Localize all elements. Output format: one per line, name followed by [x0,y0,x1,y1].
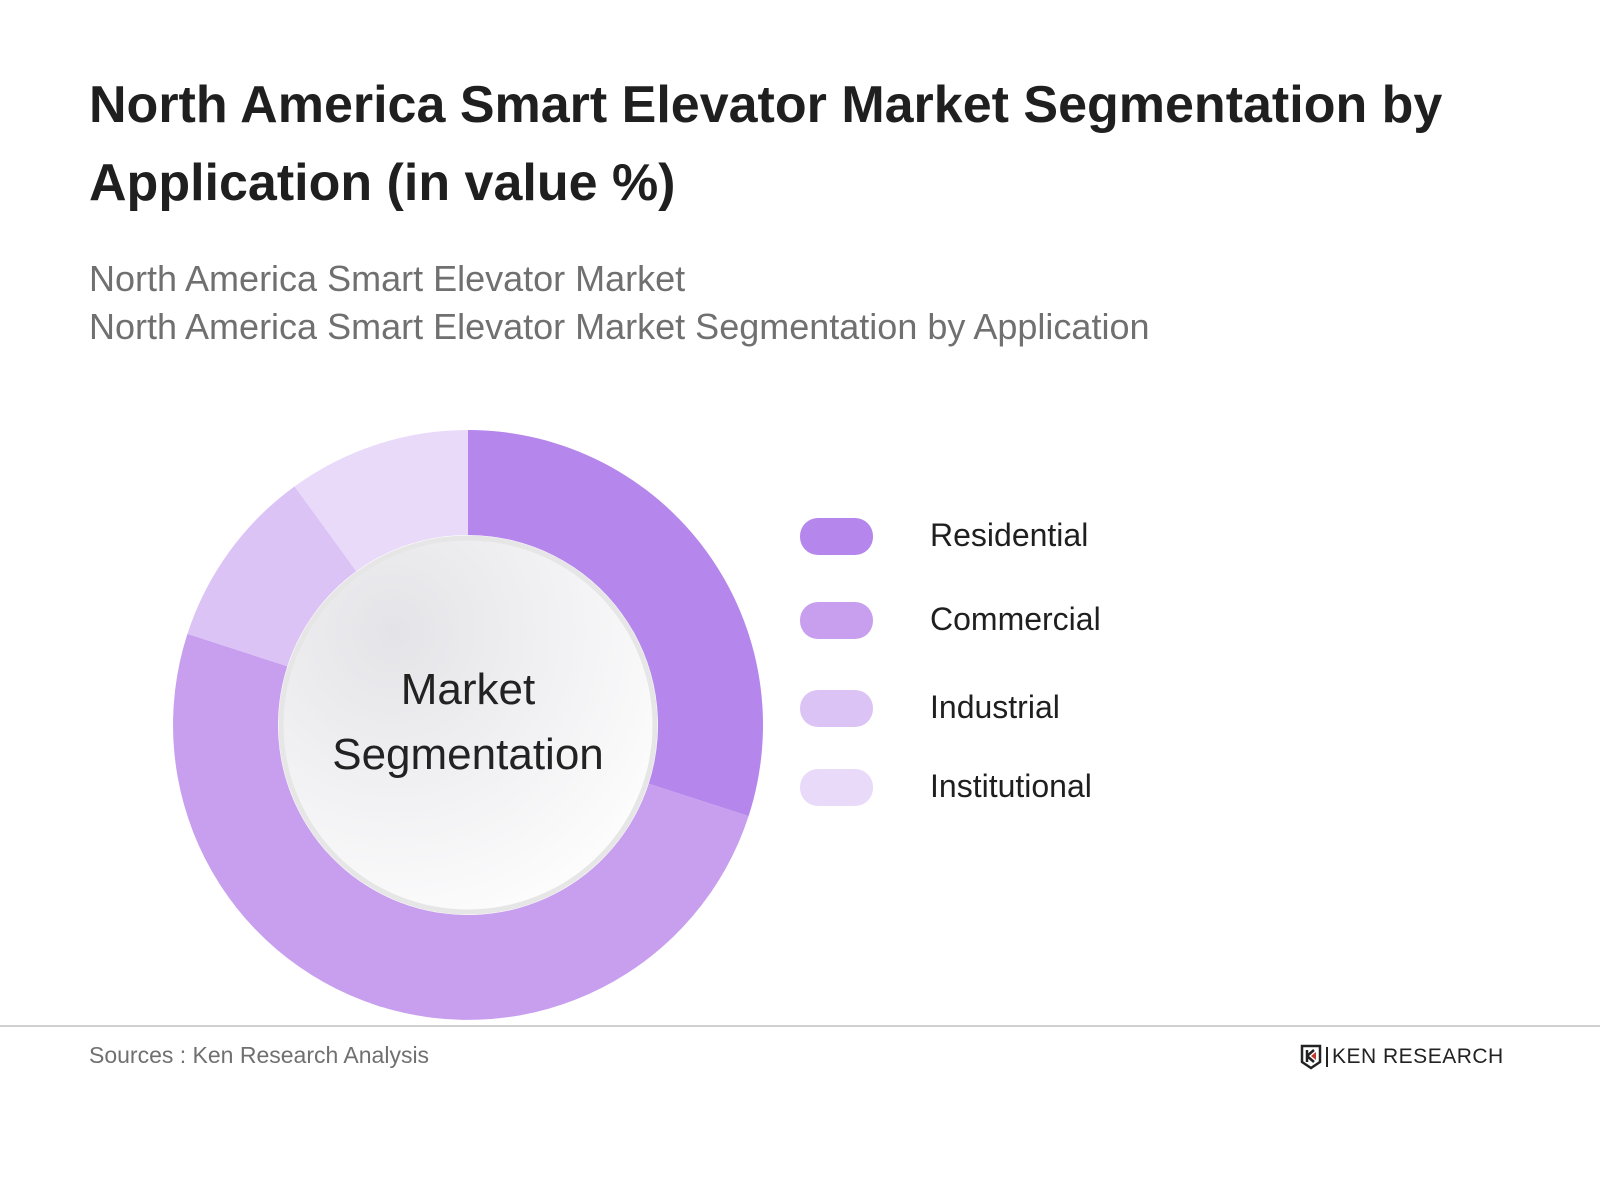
legend-swatch-commercial [800,602,873,639]
slice-industrial [187,486,357,667]
legend-label-institutional: Institutional [930,768,1092,804]
slice-institutional [294,430,468,572]
legend-label-commercial: Commercial [930,601,1101,637]
footer-divider [0,1025,1600,1027]
legend-swatch-institutional [800,769,873,806]
donut-center [278,535,658,915]
subtitle-market: North America Smart Elevator Market [89,258,686,299]
legend-label-industrial: Industrial [930,689,1060,725]
slice-residential [468,430,763,817]
logo-text: KEN RESEARCH [1332,1045,1504,1068]
slice-commercial [173,633,749,1020]
ken-shield-icon [1300,1044,1322,1070]
center-label-line2: Segmentation [332,730,604,779]
legend-label-residential: Residential [930,517,1089,553]
legend-swatch-residential [800,518,873,555]
center-label-line1: Market [400,665,536,714]
subtitle-segmentation: North America Smart Elevator Market Segm… [89,306,1150,347]
legend-swatch-industrial [800,690,873,727]
chart-title: North America Smart Elevator Market Segm… [89,76,1443,212]
ken-research-logo: KEN RESEARCH [1300,1044,1504,1070]
source-note: Sources : Ken Research Analysis [89,1042,430,1068]
